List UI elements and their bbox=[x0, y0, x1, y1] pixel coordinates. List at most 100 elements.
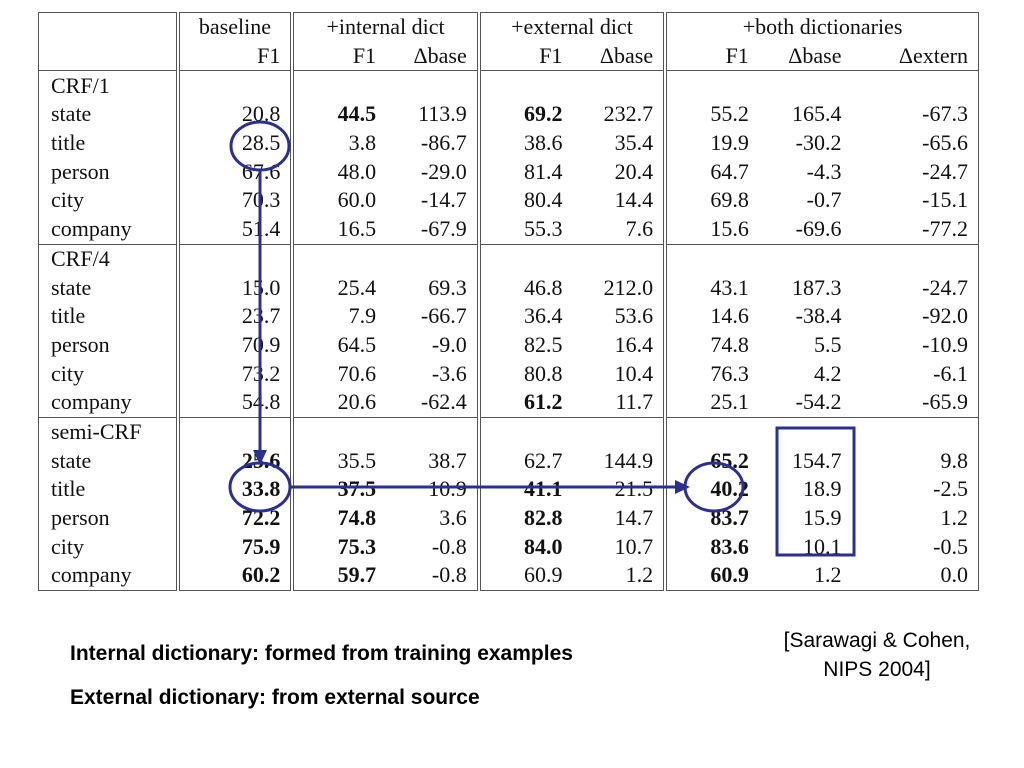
table-cell: 1.2 bbox=[851, 503, 979, 533]
table-row: title 33.8 37.5 10.9 41.1 21.5 40.2 18.9 -2.5 bbox=[37, 475, 979, 504]
table-cell: 55.3 bbox=[523, 216, 563, 242]
table-cell: -29.0 bbox=[386, 157, 481, 187]
table-cell: 15.0 bbox=[177, 273, 295, 302]
table-cell: 75.3 bbox=[337, 533, 377, 559]
table-cell: 25.4 bbox=[337, 274, 377, 300]
table-cell: 43.1 bbox=[710, 274, 749, 300]
table-cell: 83.7 bbox=[710, 505, 749, 531]
table-row: city 73.2 70.6 -3.6 80.8 10.4 76.3 4.2 -6.1 bbox=[37, 359, 979, 388]
table-cell: -24.7 bbox=[851, 273, 979, 302]
table-cell: 55.2 bbox=[710, 101, 749, 127]
column-header-row: F1 F1 Δbase F1 Δbase F1 Δbase Δextern bbox=[37, 41, 979, 71]
row-label: title bbox=[37, 301, 180, 331]
table-row: person 67.6 48.0 -29.0 81.4 20.4 64.7 -4.3 -24.7 bbox=[37, 157, 979, 187]
table-cell: 70.6 bbox=[337, 360, 377, 386]
empty-cell bbox=[478, 243, 573, 274]
table-cell: -15.1 bbox=[851, 186, 979, 215]
table-cell: 83.6 bbox=[710, 533, 749, 559]
table-cell: 82.8 bbox=[523, 505, 563, 531]
table-cell: -65.6 bbox=[851, 128, 979, 158]
table-cell: 69.3 bbox=[386, 273, 481, 302]
column-header: Δbase bbox=[572, 41, 668, 71]
results-table: baseline +internal dict +external dict +bot… bbox=[37, 11, 980, 591]
table-cell: 144.9 bbox=[572, 446, 668, 475]
table-cell: -54.2 bbox=[795, 389, 842, 415]
empty-cell bbox=[292, 416, 387, 447]
table-row: title 28.5 3.8 -86.7 38.6 35.4 19.9 -30.2 -65.6 bbox=[37, 128, 979, 158]
table-cell: -0.5 bbox=[851, 532, 979, 562]
table-row: state 15.0 25.4 69.3 46.8 212.0 43.1 187.3 -24.7 bbox=[37, 273, 979, 302]
table-cell: 35.4 bbox=[572, 128, 668, 158]
table-cell: -67.3 bbox=[851, 100, 979, 129]
empty-cell bbox=[177, 70, 295, 101]
table-row: company 51.4 16.5 -67.9 55.3 7.6 15.6 -69.6 -77.… bbox=[37, 214, 979, 244]
table-cell: 67.6 bbox=[177, 157, 295, 187]
table-cell: -2.5 bbox=[851, 475, 979, 504]
table-cell: 53.6 bbox=[572, 301, 668, 331]
row-label: city bbox=[37, 186, 180, 215]
table-row: state 25.6 35.5 38.7 62.7 144.9 65.2 154.7 9.8 bbox=[37, 446, 979, 475]
table-cell: 64.5 bbox=[337, 331, 377, 357]
table-cell: 38.7 bbox=[386, 446, 481, 475]
table-cell: 7.6 bbox=[572, 214, 668, 244]
table-cell: 80.4 bbox=[523, 187, 563, 213]
group-header: +external dict bbox=[478, 11, 668, 42]
row-label: person bbox=[37, 503, 180, 533]
table-cell: 33.8 bbox=[177, 475, 295, 504]
table-cell: 10.1 bbox=[803, 533, 842, 559]
empty-cell bbox=[758, 243, 852, 274]
empty-cell bbox=[478, 416, 573, 447]
table-cell: 1.2 bbox=[572, 561, 668, 591]
table-row: city 75.9 75.3 -0.8 84.0 10.7 83.6 10.1 -0.5 bbox=[37, 532, 979, 562]
citation: [Sarawagi & Cohen, NIPS 2004] bbox=[746, 626, 1008, 684]
table-cell: 21.5 bbox=[572, 475, 668, 504]
table-cell: 75.9 bbox=[177, 532, 295, 562]
section-header-row: CRF/1 bbox=[37, 70, 979, 101]
table-cell: -14.7 bbox=[386, 186, 481, 215]
table-cell: -66.7 bbox=[386, 301, 481, 331]
empty-cell bbox=[665, 70, 759, 101]
table-cell: 10.9 bbox=[386, 475, 481, 504]
row-label: company bbox=[37, 561, 180, 591]
table-cell: 69.2 bbox=[523, 101, 563, 127]
table-cell: -24.7 bbox=[851, 157, 979, 187]
table-cell: -77.2 bbox=[851, 214, 979, 244]
table-row: city 70.3 60.0 -14.7 80.4 14.4 69.8 -0.7 -15.1 bbox=[37, 186, 979, 215]
table-cell: -86.7 bbox=[386, 128, 481, 158]
citation-line-1: [Sarawagi & Cohen, bbox=[783, 629, 971, 652]
empty-cell bbox=[478, 70, 573, 101]
table-cell: 10.7 bbox=[572, 532, 668, 562]
table-cell: -0.8 bbox=[386, 532, 481, 562]
table-cell: 54.8 bbox=[177, 387, 295, 418]
table-cell: 62.7 bbox=[523, 447, 563, 473]
column-header: Δbase bbox=[788, 43, 842, 69]
table-cell: -4.3 bbox=[806, 158, 842, 184]
column-header: F1 bbox=[352, 43, 377, 69]
table-cell: 7.9 bbox=[348, 303, 377, 329]
empty-cell bbox=[851, 416, 979, 447]
table-cell: 82.5 bbox=[523, 331, 563, 357]
table-cell: -38.4 bbox=[795, 303, 842, 329]
empty-cell bbox=[177, 416, 295, 447]
row-label: title bbox=[37, 128, 180, 158]
table-cell: 76.3 bbox=[710, 360, 749, 386]
empty-cell bbox=[386, 70, 481, 101]
table-cell: 1.2 bbox=[758, 561, 852, 591]
table-row: company 60.2 59.7 -0.8 60.9 1.2 60.9 1.2 0.0 bbox=[37, 561, 979, 591]
table-cell: 232.7 bbox=[572, 100, 668, 129]
empty-cell bbox=[386, 243, 481, 274]
table-cell: 14.7 bbox=[572, 503, 668, 533]
table-cell: -92.0 bbox=[851, 301, 979, 331]
empty-cell bbox=[572, 416, 668, 447]
group-header: +internal dict bbox=[292, 11, 481, 42]
table-cell: 9.8 bbox=[851, 446, 979, 475]
table-cell: 38.6 bbox=[523, 130, 563, 156]
table-cell: 72.2 bbox=[177, 503, 295, 533]
table-cell: 28.5 bbox=[177, 128, 295, 158]
table-row: person 70.9 64.5 -9.0 82.5 16.4 74.8 5.5 -10.9 bbox=[37, 330, 979, 360]
table-cell: 20.4 bbox=[572, 157, 668, 187]
table-cell: 70.9 bbox=[177, 330, 295, 360]
table-body: baseline +internal dict +external dict +bot… bbox=[37, 11, 980, 591]
group-header-row: baseline +internal dict +external dict +bot… bbox=[37, 11, 980, 42]
column-header: F1 bbox=[177, 41, 295, 71]
